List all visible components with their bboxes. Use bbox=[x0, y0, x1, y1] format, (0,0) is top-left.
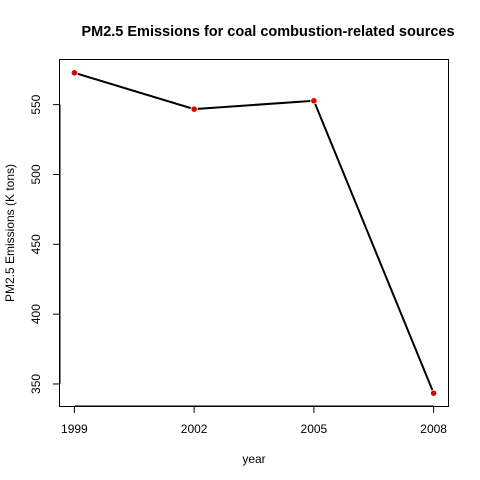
x-tick-label: 2005 bbox=[301, 422, 328, 436]
series-layer bbox=[70, 69, 438, 397]
y-tick-label: 550 bbox=[29, 94, 43, 114]
x-tick-label: 1999 bbox=[61, 422, 88, 436]
x-axis: 1999 2002 2005 2008 bbox=[61, 405, 447, 436]
y-tick-label: 400 bbox=[29, 304, 43, 324]
data-point-2005 bbox=[310, 97, 318, 105]
y-tick-label: 500 bbox=[29, 164, 43, 184]
y-tick-label: 450 bbox=[29, 234, 43, 254]
series-line bbox=[74, 71, 435, 394]
x-tick-label: 2002 bbox=[181, 422, 208, 436]
data-point-2008 bbox=[430, 389, 438, 397]
x-tick-label: 2008 bbox=[420, 422, 447, 436]
chart-title: PM2.5 Emissions for coal combustion-rela… bbox=[81, 24, 454, 40]
y-axis-label: PM2.5 Emissions (K tons) bbox=[3, 164, 17, 302]
data-point-2002 bbox=[190, 105, 198, 113]
x-axis-label: year bbox=[242, 452, 265, 466]
data-point-1999 bbox=[70, 69, 78, 77]
y-axis: 350 400 450 500 550 bbox=[29, 94, 61, 394]
y-tick-label: 350 bbox=[29, 374, 43, 394]
